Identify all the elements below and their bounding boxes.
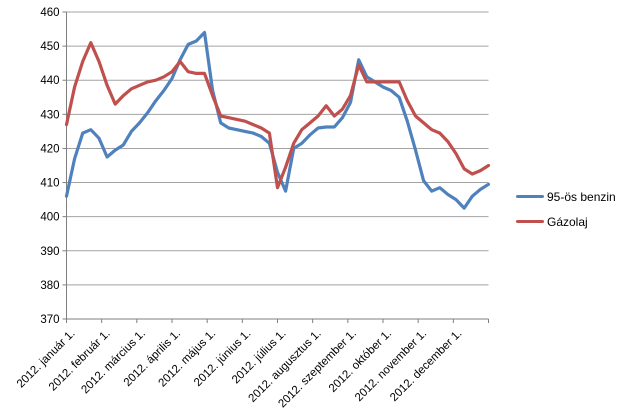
y-axis-tick-label: 440 [40,75,59,87]
y-axis-tick-label: 390 [40,246,59,258]
legend-label-gazolaj: Gázolaj [547,214,588,229]
legend-item-95-os-benzin: 95-ös benzin [516,189,616,204]
y-axis-tick-label: 370 [40,314,59,326]
x-axis-tick-label: 2012. október 1. [327,328,394,395]
y-axis-tick-label: 410 [40,178,59,190]
y-axis-tick-label: 400 [40,212,59,224]
chart-legend: 95-ös benzin Gázolaj [516,189,616,239]
y-axis-tick-label: 420 [40,143,59,155]
series-line-gazolaj [64,41,491,190]
legend-line-sample-benzin [516,195,544,198]
y-axis-tick-label: 460 [40,7,59,19]
legend-label-benzin: 95-ös benzin [547,189,616,204]
legend-item-gazolaj: Gázolaj [516,214,616,229]
x-axis-tick-label: 2012. március 1. [79,328,148,397]
y-axis-tick-label: 450 [40,41,59,53]
legend-line-sample-gazolaj [516,220,544,223]
x-axis-tick-label: 2012. február 1. [47,328,113,394]
y-axis-tick-label: 380 [40,280,59,292]
y-axis-tick-label: 430 [40,109,59,121]
x-axis-tick-label: 2012. január 1. [15,328,78,391]
series-line-95-os-benzin [64,30,491,210]
